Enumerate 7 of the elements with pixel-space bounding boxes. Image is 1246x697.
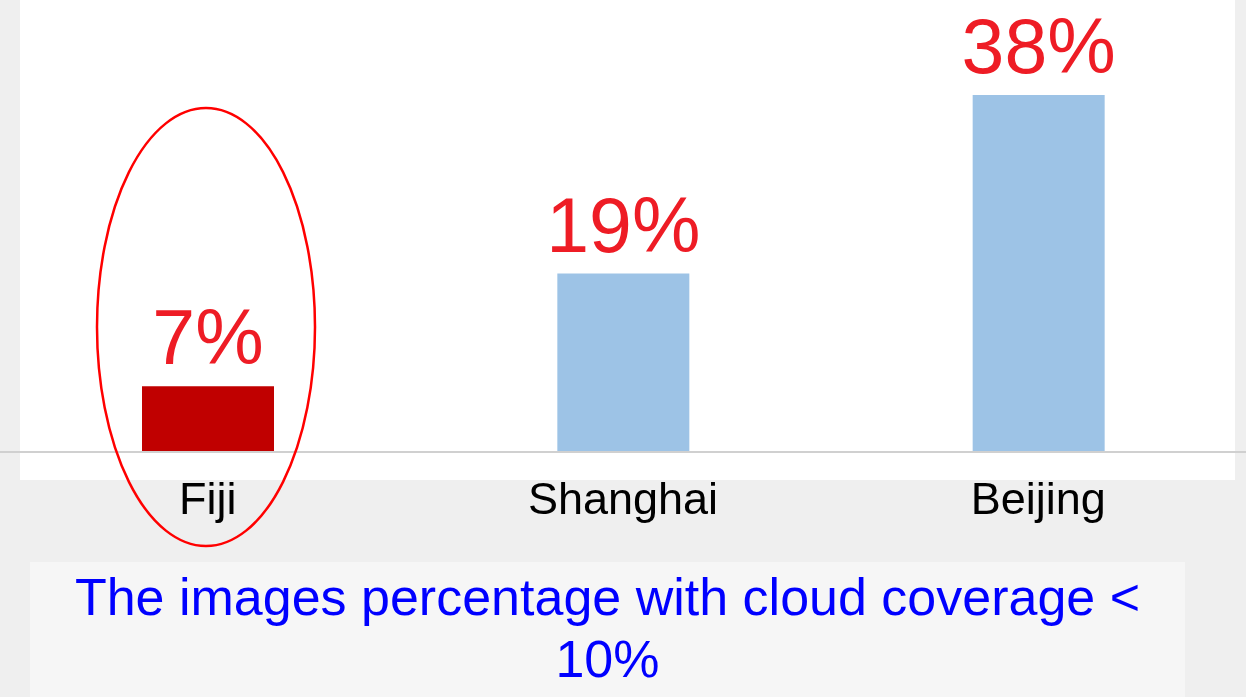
text: The images percentage with cloud coverage < 10%	[73, 567, 1142, 690]
data-label: 38%	[961, 3, 1116, 89]
x-tick-label: Fiji	[178, 472, 237, 524]
data-label: 7%	[152, 294, 264, 381]
data-label: 19%	[546, 181, 701, 268]
x-tick-label: Beijing	[970, 472, 1106, 524]
x-tick-label: Shanghai	[527, 472, 719, 524]
